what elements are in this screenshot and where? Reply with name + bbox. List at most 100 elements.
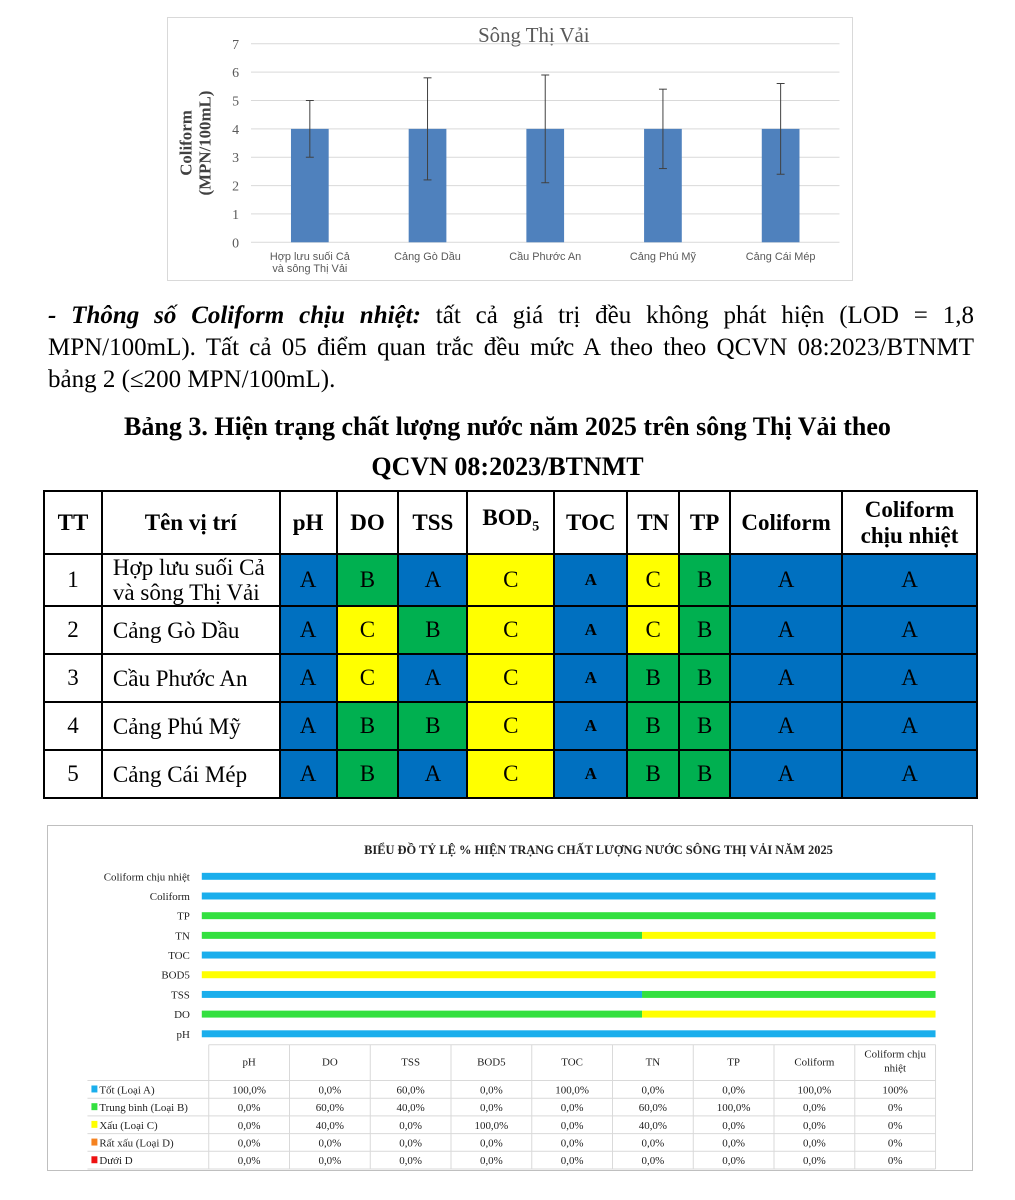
table-value: 0,0% (803, 1102, 826, 1114)
table-column-header: nhiệt (884, 1063, 906, 1075)
row-number: 1 (43, 553, 103, 607)
legend-label: Trung bình (Loại B) (99, 1102, 188, 1114)
quality-grade-cell: A (841, 553, 978, 607)
legend-key (91, 1138, 98, 1146)
quality-grade-cell: A (397, 553, 469, 607)
table-value: 100% (882, 1084, 907, 1096)
y-axis-label-line: (MPN/100mL) (195, 91, 214, 196)
location-name: Cảng Gò Dầu (100, 605, 281, 655)
column-header: Coliform chịu nhiệt (841, 490, 978, 555)
bar-segment (201, 951, 936, 959)
quality-grade-cell: B (397, 605, 469, 655)
quality-grade-cell: A (841, 605, 978, 655)
column-header: TN (626, 490, 681, 555)
quality-grade-cell: C (466, 701, 556, 751)
y-tick-label: 0 (232, 236, 239, 251)
table-value: 0,0% (803, 1120, 826, 1132)
location-name: Hợp lưu suối Cả và sông Thị Vải (100, 553, 281, 607)
x-tick-label: Cầu Phước An (509, 251, 581, 263)
quality-table: TT Tên vị trí pH DO TSS BOD5 TOC TN TP Coliform Co… (43, 490, 978, 799)
column-header: TSS (397, 490, 469, 555)
column-header: TP (678, 490, 732, 555)
legend-label: Rất xấu (Loại D) (99, 1138, 174, 1150)
bar-segment (642, 1010, 936, 1018)
coliform-bar-chart: Sông Thị Vải 0 1 2 3 4 5 6 7 Coliform(MPN/100mL) H… (167, 17, 853, 281)
table-value: 100,0% (475, 1120, 509, 1132)
quality-grade-cell: B (626, 653, 681, 703)
row-number: 4 (43, 701, 103, 751)
table-value: 100,0% (555, 1084, 589, 1096)
quality-grade-cell: C (626, 605, 681, 655)
y-tick-label: 6 (232, 66, 239, 81)
bar-category-label: pH (177, 1029, 190, 1041)
bar-segment (642, 990, 936, 998)
column-header: DO (335, 490, 400, 555)
table-value: 0,0% (238, 1155, 261, 1167)
table-value: 0,0% (480, 1138, 503, 1150)
table-title: Bảng 3. Hiện trạng chất lượng nước năm 2… (124, 412, 891, 441)
x-tick-label: Cảng Phú Mỹ (630, 251, 697, 263)
table-row: 4 Cảng Phú Mỹ A B B C A B B A A (43, 701, 978, 751)
table-column-header: pH (242, 1057, 255, 1069)
legend-label: Tốt (Loại A) (99, 1084, 155, 1096)
table-value: 0,0% (561, 1155, 584, 1167)
table-column-header: Coliform (794, 1057, 835, 1069)
bar-segment (201, 971, 936, 979)
table-value: 0,0% (803, 1155, 826, 1167)
column-header: TOC (553, 490, 629, 555)
chart-title: BIỂU ĐỒ TỶ LỆ % HIỆN TRẠNG CHẤT LƯỢNG NƯ… (364, 842, 833, 857)
quality-grade-cell: A (278, 653, 338, 703)
row-number: 5 (43, 749, 103, 799)
quality-grade-cell: A (553, 605, 629, 655)
bar-segment (201, 1030, 936, 1038)
table-column-header: TOC (561, 1057, 583, 1069)
y-tick-label: 5 (232, 94, 239, 109)
y-axis-label-line: Coliform (176, 110, 195, 176)
bar-category-label: BOD5 (161, 970, 190, 982)
quality-grade-cell: A (553, 553, 629, 607)
bar-category-label: TN (175, 930, 190, 942)
table-value: 0% (888, 1102, 903, 1114)
bar-category-label: TP (177, 911, 190, 923)
column-header: Coliform (729, 490, 844, 555)
legend-key (91, 1120, 98, 1128)
quality-grade-cell: A (729, 553, 844, 607)
quality-grade-cell: B (626, 749, 681, 799)
table-value: 40,0% (639, 1120, 667, 1132)
bar-segment (201, 1010, 643, 1018)
quality-grade-cell: B (626, 701, 681, 751)
location-name: Cảng Phú Mỹ (100, 701, 281, 751)
table-row: 1 Hợp lưu suối Cả và sông Thị Vải A B A C A C B A… (43, 553, 978, 607)
table-column-header: BOD5 (477, 1057, 506, 1069)
location-name: Cảng Cái Mép (100, 749, 281, 799)
table-value: 60,0% (639, 1102, 667, 1114)
chart-title: Sông Thị Vải (478, 23, 590, 47)
table-value: 0,0% (722, 1120, 745, 1132)
y-tick-label: 4 (232, 123, 239, 138)
column-header: pH (278, 490, 338, 555)
quality-grade-cell: A (553, 653, 629, 703)
table-value: 0,0% (561, 1120, 584, 1132)
table-value: 0,0% (561, 1138, 584, 1150)
table-value: 0% (888, 1138, 903, 1150)
bar-segment (201, 912, 936, 920)
table-value: 0,0% (803, 1138, 826, 1150)
table-column-header: TSS (401, 1057, 420, 1069)
legend-key (91, 1103, 98, 1111)
quality-grade-cell: A (841, 749, 978, 799)
quality-grade-cell: A (278, 749, 338, 799)
y-axis-label: Coliform(MPN/100mL) (176, 91, 214, 196)
quality-grade-cell: A (553, 749, 629, 799)
quality-grade-cell: A (397, 749, 469, 799)
quality-grade-cell: A (841, 653, 978, 703)
row-number: 3 (43, 653, 103, 703)
bar-category-label: Coliform chịu nhiệt (104, 871, 190, 883)
quality-grade-cell: A (278, 553, 338, 607)
y-tick-label: 2 (232, 180, 239, 195)
table-value: 0,0% (238, 1102, 261, 1114)
table-value: 0,0% (318, 1155, 341, 1167)
bar-category-label: Coliform (150, 891, 191, 903)
table-value: 0,0% (642, 1138, 665, 1150)
table-value: 0,0% (722, 1155, 745, 1167)
quality-grade-cell: A (553, 701, 629, 751)
